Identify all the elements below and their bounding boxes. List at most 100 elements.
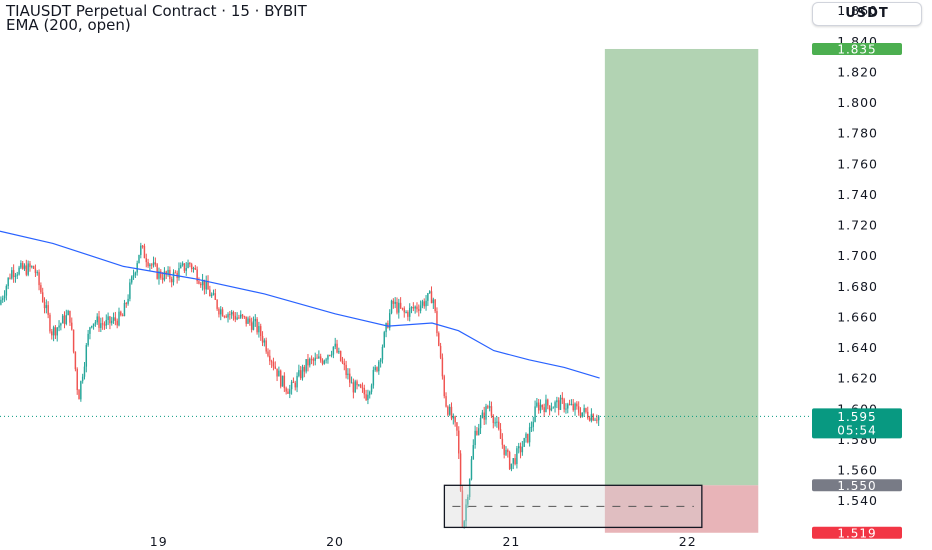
candle-down xyxy=(270,361,273,363)
candle-up xyxy=(298,370,300,376)
candle-down xyxy=(243,316,246,318)
candle-down xyxy=(283,375,286,389)
candle-down xyxy=(160,271,162,278)
candle-down xyxy=(238,317,240,319)
candle-down xyxy=(576,403,578,407)
candle-up xyxy=(559,397,562,410)
candle-down xyxy=(232,312,235,316)
candle-up xyxy=(390,300,393,314)
candle-up xyxy=(565,408,567,410)
y-tick-label: 1.780 xyxy=(837,126,878,141)
candle-up xyxy=(510,463,513,470)
candle-up xyxy=(410,307,413,309)
candle-down xyxy=(568,404,571,406)
candle-up xyxy=(463,521,465,527)
candle-up xyxy=(530,426,533,428)
candle-down xyxy=(307,359,309,366)
candle-up xyxy=(36,272,38,274)
candle-up xyxy=(370,385,373,392)
y-tick-label: 1.620 xyxy=(837,371,878,386)
candle-up xyxy=(398,302,400,313)
candle-down xyxy=(476,430,478,435)
candle-up xyxy=(61,315,64,324)
candle-down xyxy=(218,308,220,315)
candle-up xyxy=(87,333,89,346)
candle-down xyxy=(316,357,318,359)
candle-up xyxy=(81,376,84,382)
candle-down xyxy=(32,266,35,269)
candle-up xyxy=(327,355,329,360)
candle-down xyxy=(69,310,71,323)
candle-down xyxy=(312,359,315,361)
countdown-label: 05:54 xyxy=(837,423,877,437)
candle-up xyxy=(485,406,487,420)
candle-down xyxy=(557,400,560,410)
candle-up xyxy=(554,402,556,408)
candle-down xyxy=(407,312,409,317)
candle-down xyxy=(456,422,458,431)
candle-down xyxy=(441,357,444,377)
candle-down xyxy=(170,278,173,283)
candle-down xyxy=(490,406,493,416)
y-tick-label: 1.560 xyxy=(837,462,878,477)
candle-down xyxy=(267,351,269,356)
candle-down xyxy=(292,381,295,383)
candle-down xyxy=(234,315,237,320)
candle-up xyxy=(94,322,97,324)
candle-down xyxy=(245,316,247,324)
candle-down xyxy=(443,376,445,397)
candle-down xyxy=(198,281,200,284)
candle-up xyxy=(408,307,411,317)
candle-down xyxy=(256,318,258,333)
candle-up xyxy=(80,381,82,400)
y-tick-label: 1.700 xyxy=(837,248,878,263)
y-tick-label: 1.640 xyxy=(837,340,878,355)
candle-up xyxy=(405,312,407,314)
candle-up xyxy=(536,402,538,407)
candle-up xyxy=(3,295,6,299)
candle-up xyxy=(570,403,573,405)
candle-down xyxy=(101,323,104,325)
candle-up xyxy=(289,389,291,394)
candle-up xyxy=(140,245,142,255)
indicator-legend[interactable]: EMA (200, open) xyxy=(6,16,131,34)
candle-up xyxy=(581,412,584,417)
candle-down xyxy=(336,343,338,353)
candle-up xyxy=(96,316,98,323)
take-profit-tag xyxy=(812,42,902,55)
candle-down xyxy=(503,444,505,455)
candle-down xyxy=(250,322,253,330)
candle-up xyxy=(67,310,69,316)
candle-up xyxy=(419,305,422,311)
candle-down xyxy=(265,340,267,352)
ema-200-line xyxy=(0,230,600,379)
candle-down xyxy=(585,408,587,412)
stop-loss-label: 1.519 xyxy=(837,526,876,540)
y-tick-label: 1.720 xyxy=(837,218,878,233)
candle-up xyxy=(385,323,387,333)
candle-up xyxy=(220,309,222,315)
y-tick-label: 1.820 xyxy=(837,64,878,79)
candle-up xyxy=(574,403,576,411)
candle-down xyxy=(269,355,271,362)
candle-down xyxy=(261,336,264,343)
candle-down xyxy=(72,329,75,352)
candle-down xyxy=(189,262,191,265)
candle-down xyxy=(145,258,147,263)
candle-down xyxy=(416,306,418,310)
candle-down xyxy=(507,449,509,453)
candle-down xyxy=(434,299,436,312)
candle-up xyxy=(383,332,385,347)
candle-down xyxy=(499,429,502,439)
candle-down xyxy=(527,433,529,443)
candle-up xyxy=(91,326,93,328)
candle-up xyxy=(105,319,108,326)
candle-up xyxy=(494,422,496,424)
candle-down xyxy=(214,293,217,300)
candle-down xyxy=(439,345,442,358)
candle-down xyxy=(76,369,78,391)
candle-down xyxy=(125,303,127,305)
candle-down xyxy=(49,314,51,332)
currency-unit-button[interactable]: USDT xyxy=(812,2,922,26)
